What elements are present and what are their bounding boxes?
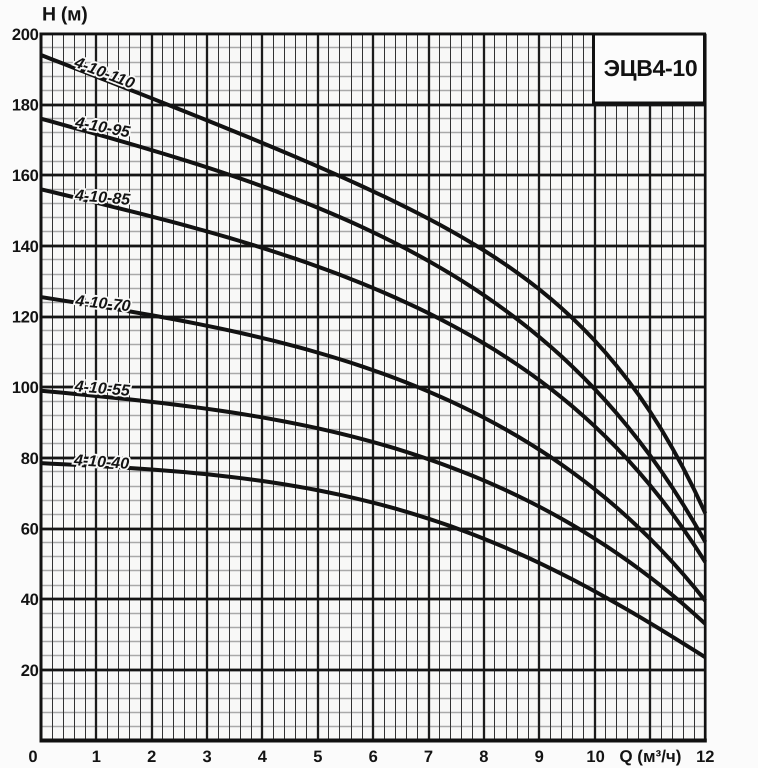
svg-text:20: 20 (21, 662, 39, 680)
svg-text:1: 1 (92, 748, 101, 766)
svg-text:120: 120 (12, 309, 39, 327)
svg-text:100: 100 (12, 379, 39, 397)
svg-text:60: 60 (21, 521, 39, 539)
svg-text:140: 140 (12, 238, 39, 256)
svg-text:12: 12 (696, 748, 714, 766)
svg-text:3: 3 (203, 748, 212, 766)
svg-text:200: 200 (12, 26, 39, 44)
svg-text:H (м): H (м) (42, 4, 87, 26)
svg-text:ЭЦВ4-10: ЭЦВ4-10 (604, 55, 698, 81)
svg-text:Q (м³/ч): Q (м³/ч) (619, 747, 681, 766)
svg-text:2: 2 (147, 748, 156, 766)
svg-text:0: 0 (28, 748, 37, 766)
svg-text:10: 10 (586, 748, 604, 766)
svg-text:40: 40 (21, 591, 39, 609)
svg-text:8: 8 (479, 748, 488, 766)
svg-text:5: 5 (313, 748, 322, 766)
svg-text:160: 160 (12, 167, 39, 185)
svg-text:4: 4 (258, 748, 268, 766)
svg-text:6: 6 (369, 748, 378, 766)
svg-text:7: 7 (424, 748, 433, 766)
svg-text:180: 180 (12, 97, 39, 115)
svg-text:80: 80 (21, 450, 39, 468)
svg-text:9: 9 (535, 748, 544, 766)
